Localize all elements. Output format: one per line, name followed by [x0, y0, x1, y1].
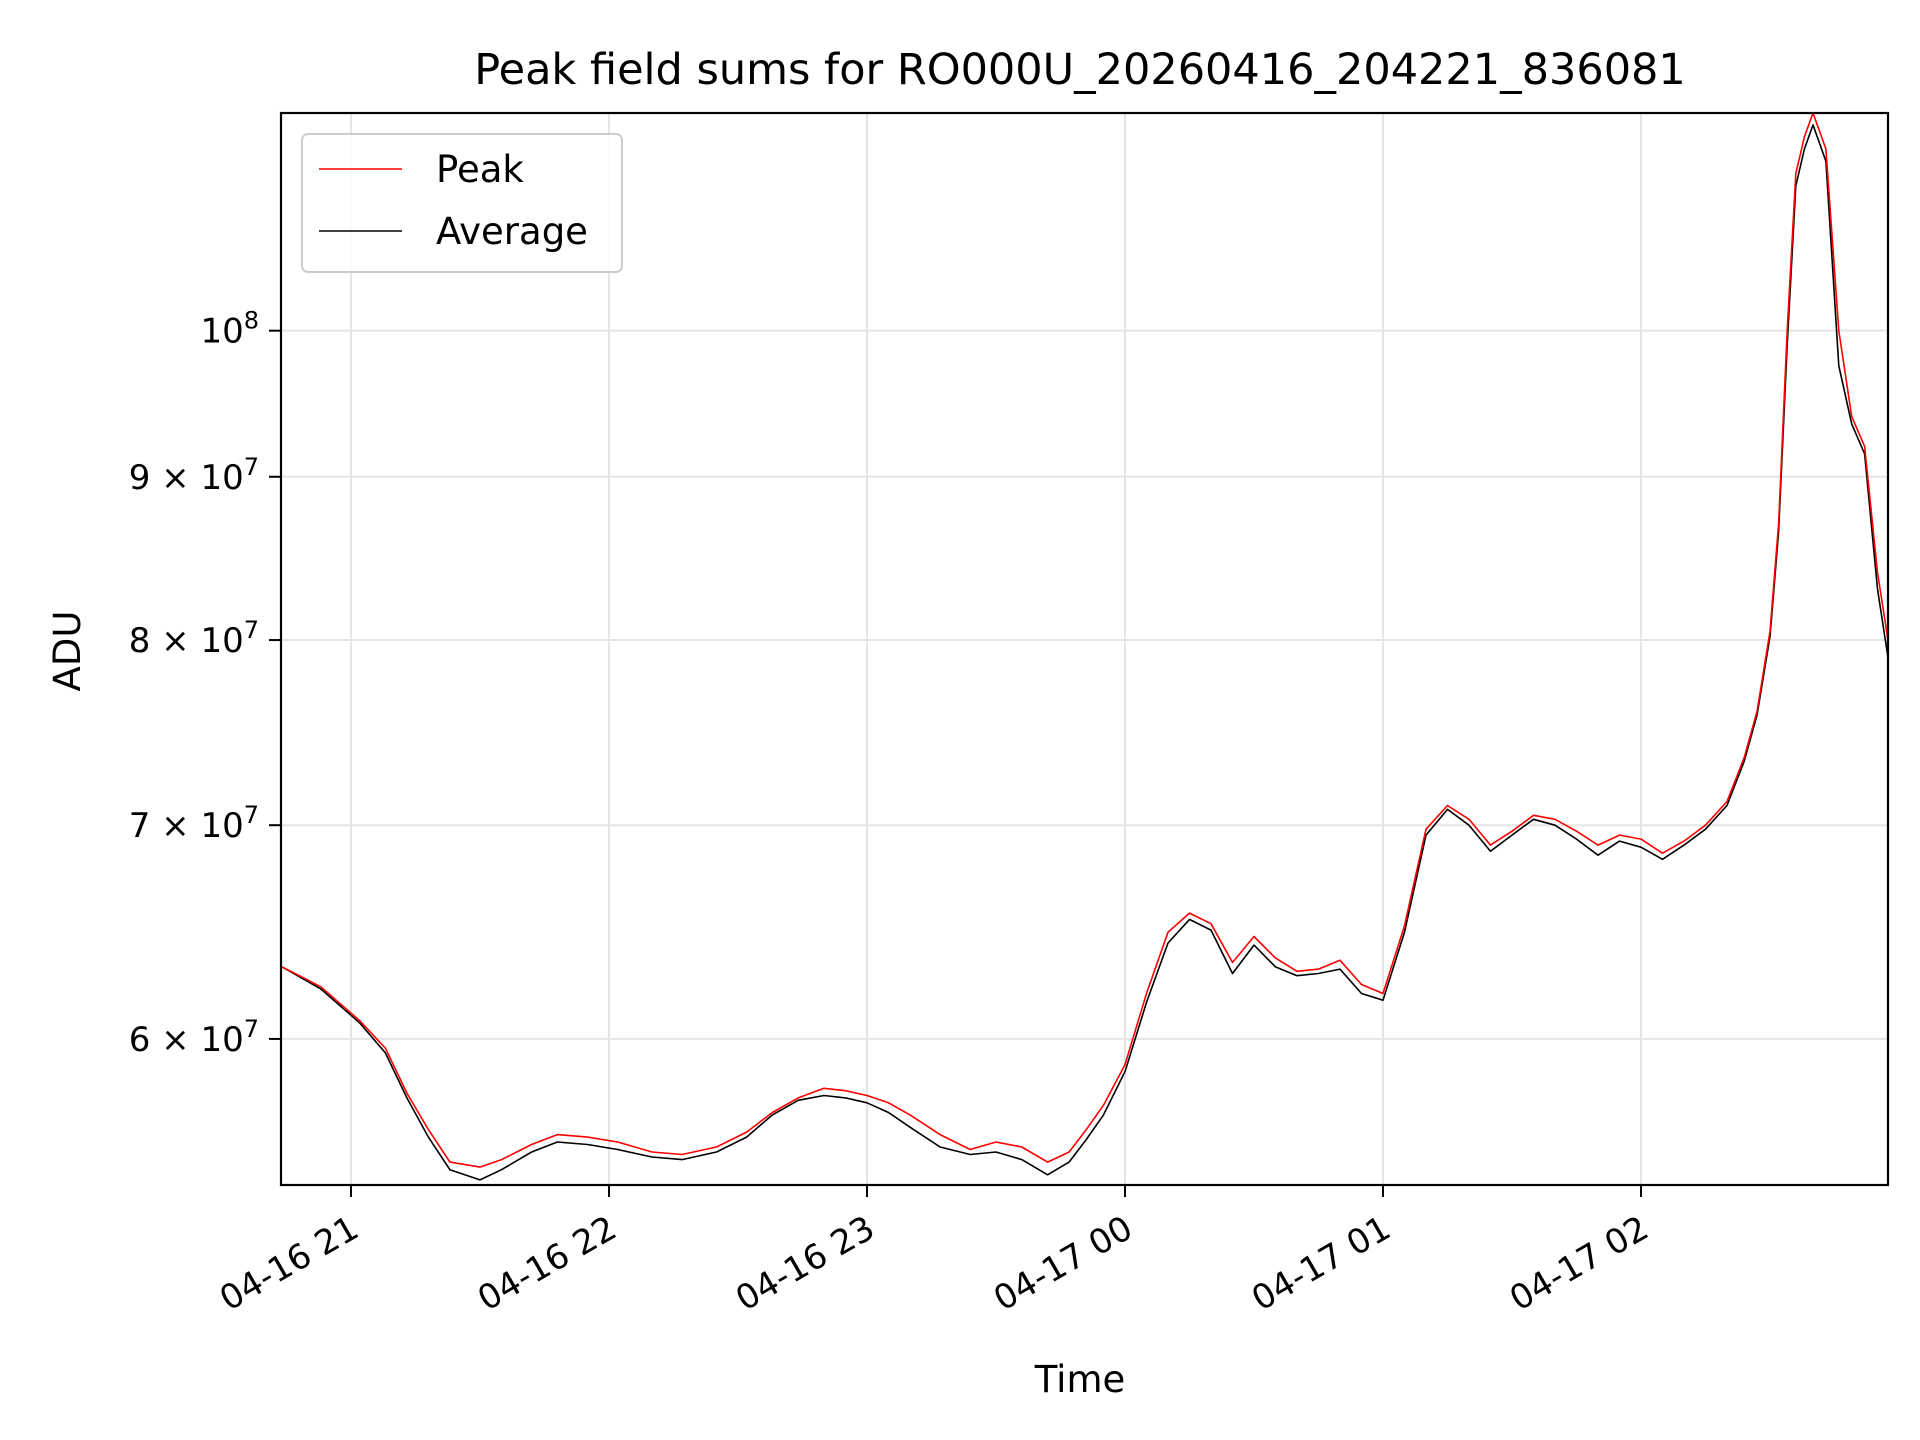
legend-label-peak: Peak	[436, 148, 524, 191]
y-axis-title: ADU	[46, 611, 89, 692]
x-tick-label: 04-17 02	[1503, 1208, 1655, 1319]
x-tick-label: 04-16 23	[729, 1208, 881, 1319]
x-tick-label: 04-17 00	[987, 1208, 1139, 1319]
y-tick-label: 8 × 107	[129, 616, 259, 661]
x-tick-label: 04-17 01	[1245, 1208, 1397, 1319]
x-axis-title: Time	[1034, 1358, 1126, 1401]
y-axis: 6 × 107 7 × 107 8 × 107 9 × 107 108	[129, 307, 281, 1060]
legend: Peak Average	[301, 133, 623, 273]
plot-frame	[279, 111, 1890, 1187]
chart-title: Peak field sums for RO000U_20260416_2042…	[474, 45, 1686, 95]
legend-label-average: Average	[436, 210, 588, 253]
x-tick-label: 04-16 21	[213, 1208, 365, 1319]
x-axis: 04-16 21 04-16 22 04-16 23 04-17 00 04-17 01…	[213, 1185, 1656, 1319]
x-tick-label: 04-16 22	[471, 1208, 623, 1319]
y-tick-label: 6 × 107	[129, 1015, 259, 1060]
series-line-peak	[281, 112, 1889, 1168]
y-tick-label: 9 × 107	[129, 453, 259, 498]
series-line-average	[281, 124, 1889, 1181]
y-tick-label: 108	[200, 307, 259, 352]
y-tick-label: 7 × 107	[129, 801, 259, 846]
series-lines	[281, 112, 1889, 1181]
grid	[281, 113, 1888, 1185]
